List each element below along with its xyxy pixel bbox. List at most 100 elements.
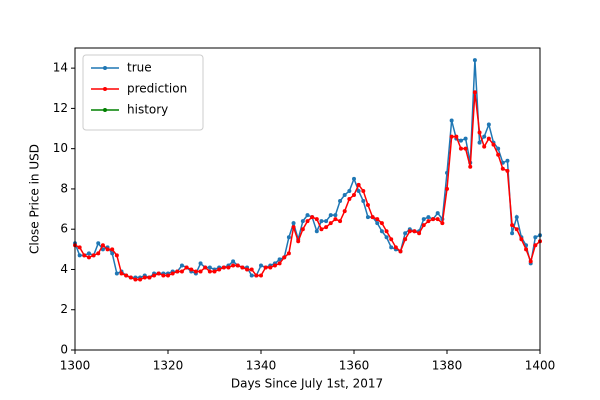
data-point	[379, 221, 384, 226]
data-point	[110, 251, 115, 256]
data-point	[491, 142, 496, 147]
data-point	[105, 247, 110, 252]
data-point	[166, 273, 170, 278]
data-point	[435, 211, 440, 216]
data-point	[133, 277, 138, 282]
data-point	[231, 259, 236, 264]
data-point	[445, 186, 449, 191]
data-point	[533, 243, 538, 248]
data-point	[96, 241, 101, 246]
data-point	[407, 229, 412, 234]
data-point	[514, 227, 519, 232]
data-point	[440, 221, 445, 226]
data-point	[463, 136, 468, 141]
data-point	[226, 265, 231, 270]
data-point	[352, 176, 356, 181]
data-point	[296, 239, 301, 244]
data-point	[342, 192, 347, 197]
x-tick-label: 1300	[60, 359, 91, 373]
data-point	[128, 275, 133, 280]
data-point	[356, 188, 361, 193]
data-point	[286, 251, 291, 256]
y-tick-label: 0	[60, 343, 68, 357]
plot-area	[73, 58, 542, 282]
data-point	[207, 269, 212, 274]
data-point	[235, 263, 240, 268]
data-point	[421, 217, 426, 222]
data-point	[277, 261, 282, 266]
data-point	[221, 265, 226, 270]
data-point	[319, 219, 324, 224]
data-point	[189, 267, 194, 272]
data-point	[324, 225, 329, 230]
data-point	[398, 249, 403, 254]
legend-marker	[103, 66, 107, 70]
data-point	[254, 273, 259, 278]
data-point	[310, 215, 315, 220]
data-point	[119, 271, 124, 276]
data-point	[138, 277, 143, 282]
legend-label: history	[127, 103, 168, 117]
data-point	[314, 229, 319, 234]
legend-box	[82, 54, 204, 131]
data-point	[82, 253, 87, 258]
data-point	[110, 247, 115, 252]
y-tick-label: 2	[60, 302, 68, 316]
data-point	[365, 215, 370, 220]
x-tick-label: 1340	[246, 359, 277, 373]
data-point	[426, 215, 431, 220]
y-tick-label: 12	[53, 101, 68, 115]
data-point	[240, 265, 245, 270]
data-point	[91, 253, 96, 258]
data-point	[449, 118, 454, 123]
data-point	[403, 237, 408, 242]
data-point	[482, 144, 487, 149]
data-point	[212, 269, 217, 274]
legend-label: true	[127, 61, 152, 75]
data-point	[403, 231, 408, 236]
y-tick-label: 8	[60, 181, 68, 195]
data-point	[282, 255, 287, 260]
data-point	[314, 217, 319, 222]
data-point	[184, 265, 189, 270]
data-point	[389, 237, 394, 242]
data-point	[328, 213, 333, 218]
data-point	[86, 255, 91, 260]
data-point	[277, 257, 282, 262]
data-point	[152, 273, 157, 278]
data-point	[472, 90, 477, 95]
data-point	[179, 269, 184, 274]
data-point	[356, 182, 361, 187]
data-point	[421, 223, 426, 228]
data-point	[361, 188, 366, 193]
data-point	[510, 231, 515, 236]
data-point	[291, 225, 296, 230]
data-point	[333, 217, 338, 222]
data-point	[524, 247, 529, 252]
legend-marker	[103, 108, 107, 112]
data-point	[472, 58, 477, 63]
data-point	[175, 269, 180, 274]
data-point	[124, 273, 129, 278]
data-point	[268, 265, 273, 270]
axes-frame	[74, 47, 541, 351]
data-point	[389, 245, 394, 250]
data-point	[384, 235, 389, 240]
data-point	[519, 237, 524, 242]
data-point	[305, 213, 310, 218]
data-point	[477, 140, 482, 145]
data-point	[86, 251, 91, 256]
data-point	[100, 243, 105, 248]
data-point	[370, 215, 375, 220]
data-point	[482, 134, 487, 139]
data-point	[496, 152, 501, 157]
data-point	[249, 267, 254, 272]
y-tick-label: 4	[60, 262, 68, 276]
data-point	[365, 203, 370, 208]
y-tick-label: 14	[53, 61, 68, 75]
data-point	[319, 227, 324, 232]
legend-label: prediction	[127, 82, 187, 96]
data-point	[514, 215, 519, 220]
data-point	[198, 269, 203, 274]
data-point	[198, 261, 203, 266]
